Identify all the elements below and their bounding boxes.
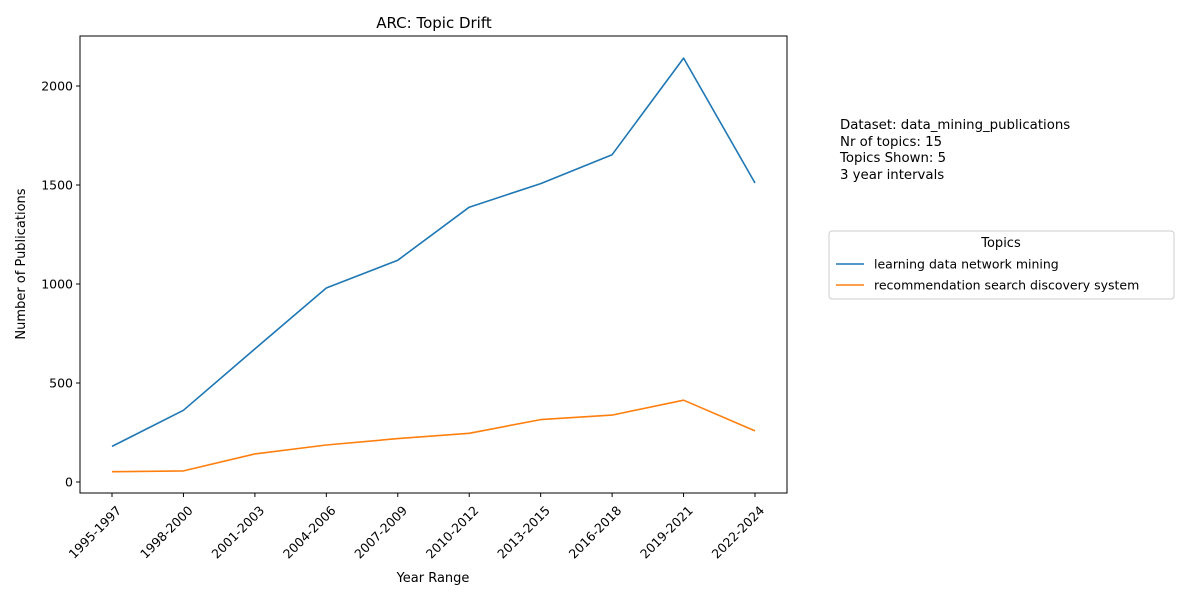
x-tick-label: 2001-2003 xyxy=(208,503,267,562)
y-axis-label: Number of Publications xyxy=(14,188,29,339)
y-tick-label: 0 xyxy=(65,475,73,490)
legend-frame xyxy=(828,230,1175,300)
annotation-interval: 3 year intervals xyxy=(840,167,945,183)
annotation-topics-shown: Topics Shown: 5 xyxy=(840,151,947,166)
x-tick-label: 2007-2009 xyxy=(351,503,410,562)
x-tick-label: 2010-2012 xyxy=(423,503,482,562)
x-axis-label: Year Range xyxy=(396,571,470,586)
legend-items: learning data network mining recommendati… xyxy=(836,257,1139,293)
y-tick-label: 1000 xyxy=(41,277,73,292)
dataset-annotation: Dataset: data_mining_publications Nr of … xyxy=(840,118,1070,184)
y-tick-label: 2000 xyxy=(41,79,73,94)
annotation-topic-count: Nr of topics: 15 xyxy=(840,134,943,150)
series-line-2 xyxy=(111,399,756,473)
series-line-1 xyxy=(111,57,756,448)
legend-label: recommendation search discovery system xyxy=(874,278,1139,293)
legend: Topics learning data network mining recom… xyxy=(828,230,1175,300)
annotation-dataset: Dataset: data_mining_publications xyxy=(840,118,1071,133)
y-axis: 0 500 1000 1500 2000 xyxy=(41,79,80,490)
x-tick-label: 1995-1997 xyxy=(66,503,125,562)
x-axis: 1995-1997 1998-2000 2001-2003 2004-2006 2007… xyxy=(66,493,768,562)
x-tick-label: 2016-2018 xyxy=(566,503,625,562)
x-tick-label: 1998-2000 xyxy=(137,503,196,562)
series-layer xyxy=(111,57,756,473)
x-tick-label: 2013-2015 xyxy=(494,503,553,562)
x-tick-label: 2004-2006 xyxy=(280,503,339,562)
legend-label: learning data network mining xyxy=(874,257,1059,272)
plot-frame xyxy=(79,35,788,494)
x-tick-label: 2022-2024 xyxy=(709,503,768,562)
chart-title: ARC: Topic Drift xyxy=(376,14,492,32)
x-tick-label: 2019-2021 xyxy=(637,503,696,562)
y-tick-label: 1500 xyxy=(41,178,73,193)
legend-title: Topics xyxy=(980,236,1021,251)
y-tick-label: 500 xyxy=(49,376,73,391)
